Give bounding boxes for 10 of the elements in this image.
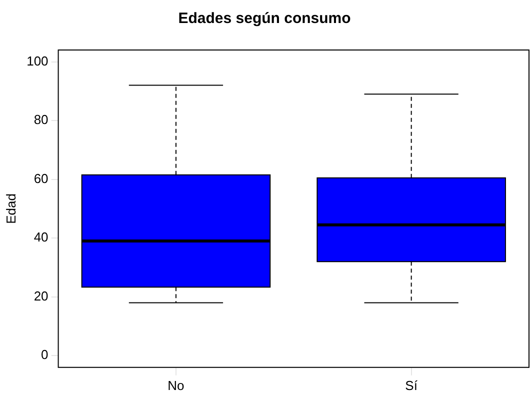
y-tick-label: 60 bbox=[34, 170, 48, 186]
y-tick-label: 80 bbox=[34, 112, 48, 128]
x-tick-label: No bbox=[168, 378, 184, 393]
y-tick-label: 0 bbox=[41, 347, 48, 362]
y-tick-label: 40 bbox=[34, 230, 48, 245]
y-tick-label: 20 bbox=[34, 288, 48, 304]
y-axis-title: Edad bbox=[3, 194, 18, 224]
chart-title: Edades según consumo bbox=[178, 10, 351, 28]
x-tick-label: Sí bbox=[405, 378, 418, 393]
y-tick-label: 100 bbox=[26, 53, 48, 68]
